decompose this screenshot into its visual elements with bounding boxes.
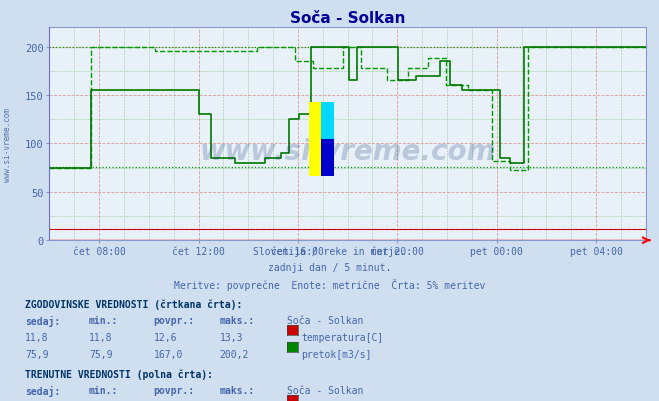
Bar: [322, 102, 334, 140]
Text: 75,9: 75,9: [25, 349, 49, 359]
Text: Slovenija / reke in morje.: Slovenija / reke in morje.: [253, 247, 406, 257]
Text: zadnji dan / 5 minut.: zadnji dan / 5 minut.: [268, 263, 391, 273]
Text: min.:: min.:: [89, 316, 119, 326]
Bar: [322, 140, 334, 177]
Text: Soča - Solkan: Soča - Solkan: [287, 316, 363, 326]
Text: 75,9: 75,9: [89, 349, 113, 359]
Text: 200,2: 200,2: [219, 349, 249, 359]
Text: 167,0: 167,0: [154, 349, 183, 359]
Text: www.si-vreme.com: www.si-vreme.com: [200, 138, 496, 165]
Text: TRENUTNE VREDNOSTI (polna črta):: TRENUTNE VREDNOSTI (polna črta):: [25, 369, 213, 379]
Text: Soča - Solkan: Soča - Solkan: [287, 385, 363, 395]
Text: pretok[m3/s]: pretok[m3/s]: [301, 349, 372, 359]
Text: temperatura[C]: temperatura[C]: [301, 332, 384, 342]
Text: maks.:: maks.:: [219, 385, 254, 395]
Text: 12,6: 12,6: [154, 332, 177, 342]
Text: povpr.:: povpr.:: [154, 316, 194, 326]
Text: 11,8: 11,8: [25, 332, 49, 342]
Text: ZGODOVINSKE VREDNOSTI (črtkana črta):: ZGODOVINSKE VREDNOSTI (črtkana črta):: [25, 299, 243, 309]
Text: maks.:: maks.:: [219, 316, 254, 326]
Text: min.:: min.:: [89, 385, 119, 395]
Text: www.si-vreme.com: www.si-vreme.com: [3, 107, 13, 181]
Text: Meritve: povprečne  Enote: metrične  Črta: 5% meritev: Meritve: povprečne Enote: metrične Črta:…: [174, 279, 485, 291]
Text: 11,8: 11,8: [89, 332, 113, 342]
Text: sedaj:: sedaj:: [25, 385, 60, 396]
Bar: [309, 103, 322, 177]
Title: Soča - Solkan: Soča - Solkan: [290, 10, 405, 26]
Text: povpr.:: povpr.:: [154, 385, 194, 395]
Text: 13,3: 13,3: [219, 332, 243, 342]
Text: sedaj:: sedaj:: [25, 316, 60, 326]
